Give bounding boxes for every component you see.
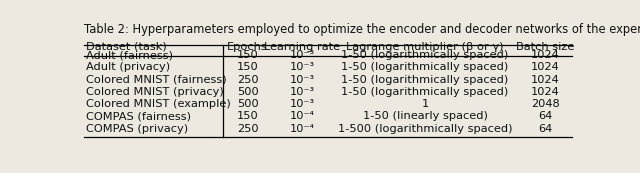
Text: 10⁻⁴: 10⁻⁴ (290, 124, 315, 134)
Text: Batch size: Batch size (516, 42, 575, 52)
Text: 1-50 (logarithmically spaced): 1-50 (logarithmically spaced) (341, 50, 509, 60)
Text: 500: 500 (237, 87, 259, 97)
Text: 1024: 1024 (531, 75, 559, 85)
Text: 1-50 (logarithmically spaced): 1-50 (logarithmically spaced) (341, 62, 509, 72)
Text: 1-50 (logarithmically spaced): 1-50 (logarithmically spaced) (341, 75, 509, 85)
Text: 10⁻³: 10⁻³ (290, 50, 315, 60)
Text: 10⁻⁴: 10⁻⁴ (290, 111, 315, 121)
Text: Adult (privacy): Adult (privacy) (86, 62, 171, 72)
Text: Lagrange multiplier (β or γ): Lagrange multiplier (β or γ) (346, 42, 504, 52)
Text: 10⁻³: 10⁻³ (290, 87, 315, 97)
Text: 64: 64 (538, 124, 552, 134)
Text: Adult (fairness): Adult (fairness) (86, 50, 173, 60)
Text: 150: 150 (237, 62, 259, 72)
Text: 10⁻³: 10⁻³ (290, 62, 315, 72)
Text: Learning rate: Learning rate (264, 42, 340, 52)
Text: Colored MNIST (fairness): Colored MNIST (fairness) (86, 75, 227, 85)
Text: Table 2: Hyperparameters employed to optimize the encoder and decoder networks o: Table 2: Hyperparameters employed to opt… (84, 23, 640, 36)
Text: 1024: 1024 (531, 50, 559, 60)
Text: 10⁻³: 10⁻³ (290, 75, 315, 85)
Text: 500: 500 (237, 99, 259, 109)
Text: 10⁻³: 10⁻³ (290, 99, 315, 109)
Text: 1024: 1024 (531, 87, 559, 97)
Text: 1: 1 (421, 99, 429, 109)
Text: Epochs: Epochs (227, 42, 268, 52)
Text: 250: 250 (237, 124, 259, 134)
Text: Colored MNIST (privacy): Colored MNIST (privacy) (86, 87, 224, 97)
Text: 2048: 2048 (531, 99, 559, 109)
Text: Colored MNIST (example): Colored MNIST (example) (86, 99, 231, 109)
Text: COMPAS (privacy): COMPAS (privacy) (86, 124, 189, 134)
Text: 1-500 (logarithmically spaced): 1-500 (logarithmically spaced) (338, 124, 512, 134)
Text: 150: 150 (237, 111, 259, 121)
Text: COMPAS (fairness): COMPAS (fairness) (86, 111, 191, 121)
Text: 1-50 (linearly spaced): 1-50 (linearly spaced) (362, 111, 488, 121)
Text: 250: 250 (237, 75, 259, 85)
Text: 150: 150 (237, 50, 259, 60)
Text: 1024: 1024 (531, 62, 559, 72)
Text: Dataset (task): Dataset (task) (86, 42, 167, 52)
Text: 64: 64 (538, 111, 552, 121)
Text: 1-50 (logarithmically spaced): 1-50 (logarithmically spaced) (341, 87, 509, 97)
